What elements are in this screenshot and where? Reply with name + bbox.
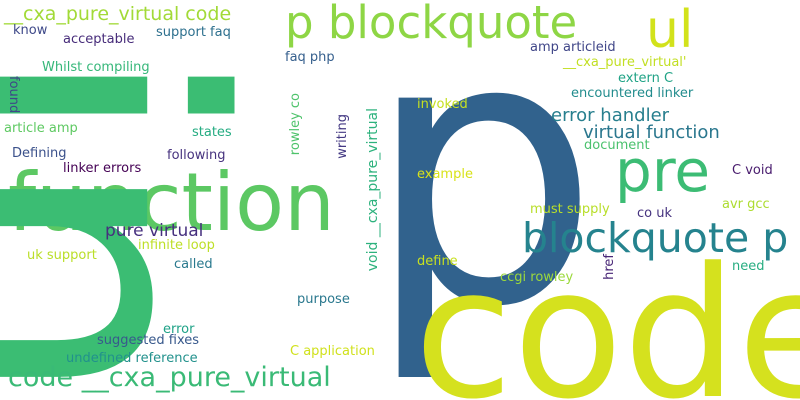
word-extern-c: extern C [618,71,674,86]
word-infinite-loop: infinite loop [138,238,215,253]
word-states: states [192,125,232,140]
word-error: error [163,322,195,337]
word-avr-gcc: avr gcc [722,197,770,212]
word-undefined-reference: undefined reference [66,351,198,366]
word-define: define [417,254,458,269]
word-amp-articleid: amp articleid [530,40,616,55]
word-cxa-pure-virtual-code: __cxa_pure_virtual code [4,3,232,25]
word-document: document [584,138,650,153]
word-must-supply: must supply [530,202,610,217]
word-rowley-co: rowley co [288,93,303,156]
word-ccgi-rowley: ccgi rowley [500,270,574,285]
word-encountered-linker: encountered linker [571,86,694,101]
word-uk-support: uk support [27,248,97,263]
word-article-amp: article amp [4,121,78,136]
word-pure-virtual: pure virtual [105,221,204,241]
word-linker-errors: linker errors [63,161,142,176]
word-p-blockquote: p blockquote [285,0,578,49]
word-function: function [8,156,335,249]
word-following: following [167,148,226,163]
word-suggested-fixes: suggested fixes [97,333,200,348]
word-acceptable: acceptable [63,32,135,47]
word-p: p [365,0,600,388]
word-co-uk: co uk [637,206,673,221]
word-defining: Defining [12,146,67,161]
word-invoked: invoked [417,97,468,112]
word-support-faq: support faq [156,25,231,40]
word-purpose: purpose [297,292,350,307]
word-whilst-compiling: Whilst compiling [42,60,150,75]
word-code-cxa-pure-virtual: code __cxa_pure_virtual [8,362,331,393]
word-blockquote-p: blockquote p [522,214,789,262]
word-code: code [414,230,800,400]
word-example: example [417,167,473,182]
word-writing: writing [335,114,350,159]
word-c-void: C void [732,163,773,178]
word-found: found [6,76,21,114]
word-void-cxa-pure-virtual: void __cxa_pure_virtual [365,108,381,272]
word-called: called [174,257,213,272]
word-virtual-function: virtual function [583,122,720,143]
word-ul: ul [646,0,694,60]
word-need: need [732,259,765,274]
word-pre: pre [615,137,711,205]
word-href: href [602,254,617,280]
word-faq-php: faq php [285,50,335,65]
word-know: know [13,23,48,38]
word-cxa-pure-virtual-quote: __cxa_pure_virtual' [563,55,687,70]
word-error-handler: error handler [551,105,670,126]
word-c-application: C application [290,344,375,359]
